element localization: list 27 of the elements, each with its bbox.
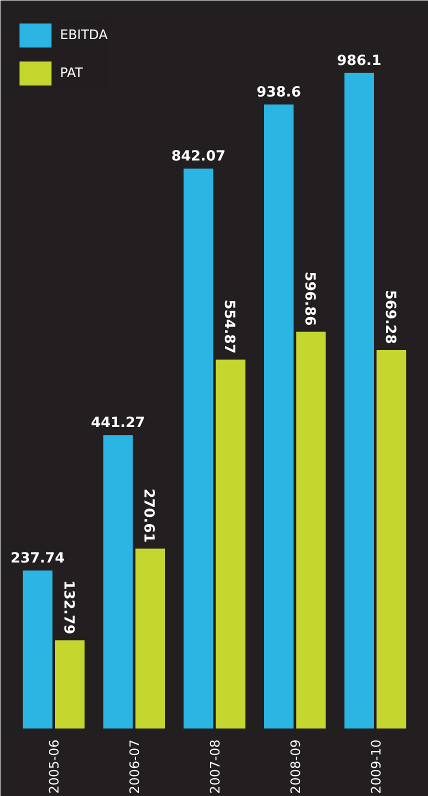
data-label: 938.6 (256, 84, 301, 101)
bar (55, 640, 85, 728)
data-label: 554.87 (221, 300, 238, 354)
bar (296, 332, 326, 728)
bar (103, 435, 133, 728)
bar (184, 168, 214, 728)
bar (344, 72, 374, 728)
data-label: 132.79 (60, 580, 76, 634)
bar (135, 548, 165, 728)
bar (216, 360, 246, 728)
bar (376, 350, 406, 728)
data-label: 569.28 (382, 290, 398, 344)
legend-label: EBITDA (60, 28, 108, 42)
bar (22, 570, 52, 728)
x-tick-label: 2007-08 (208, 739, 224, 794)
x-tick-label: 2005-06 (48, 739, 63, 794)
data-label: 270.61 (140, 488, 157, 543)
bar (264, 104, 294, 728)
x-tick-label: 2008-09 (288, 739, 304, 794)
data-label: 596.86 (301, 272, 318, 326)
data-label: 441.27 (91, 415, 146, 432)
data-label: 842.07 (171, 148, 226, 165)
data-label: 986.1 (337, 52, 382, 69)
x-tick-label: 2006-07 (128, 739, 144, 794)
x-tick-label: 2009-10 (369, 739, 384, 794)
data-label: 237.74 (10, 550, 65, 566)
legend-label: PAT (60, 66, 83, 80)
